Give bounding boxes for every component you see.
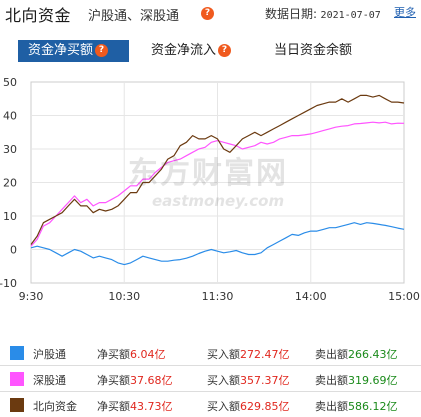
buy-label: 买入额 — [207, 348, 240, 361]
legend-net: 净买额6.04亿 — [97, 346, 166, 362]
tab-daily-balance[interactable]: 当日资金余额 — [274, 40, 352, 62]
chart-series — [30, 94, 405, 266]
sell-value: 266.43亿 — [348, 348, 398, 361]
legend-swatch — [10, 372, 24, 386]
y-tick-label: 50 — [3, 76, 17, 89]
page-subtitle: 沪股通、深股通 — [88, 9, 180, 24]
series-line-0 — [30, 222, 405, 266]
legend-row-north: 北向资金 净买额43.73亿 买入额629.85亿 卖出额586.12亿 — [0, 392, 421, 417]
y-tick-label: 0 — [10, 244, 17, 257]
x-tick-label: 9:30 — [19, 290, 44, 303]
buy-value: 272.47亿 — [240, 348, 290, 361]
net-label: 净买额 — [97, 374, 130, 387]
sell-value: 319.69亿 — [348, 374, 398, 387]
net-value: 43.73亿 — [130, 400, 173, 413]
sell-label: 卖出额 — [315, 348, 348, 361]
x-tick-label: 15:00 — [388, 290, 420, 303]
y-tick-label: 30 — [3, 143, 17, 156]
legend-net: 净买额43.73亿 — [97, 398, 173, 414]
sell-label: 卖出额 — [315, 374, 348, 387]
x-tick-label: 14:00 — [295, 290, 327, 303]
date-label: 数据日期: — [265, 7, 318, 21]
data-date: 数据日期: 2021-07-07 — [265, 5, 381, 22]
help-icon[interactable]: ? — [201, 7, 214, 20]
legend-sell: 卖出额586.12亿 — [315, 398, 398, 414]
header: 北向资金 沪股通、深股通 ? 数据日期: 2021-07-07 更多 — [0, 0, 421, 26]
legend-buy: 买入额272.47亿 — [207, 346, 290, 362]
north-flow-chart: 50 40 30 20 10 0 -10 9:30 10:30 11:30 14:00 15:00 — [0, 76, 420, 303]
sell-label: 卖出额 — [315, 400, 348, 413]
legend-net: 净买额37.68亿 — [97, 372, 173, 388]
legend-name: 深股通 — [33, 374, 66, 387]
legend-sell: 卖出额266.43亿 — [315, 346, 398, 362]
x-axis-ticks: 9:30 10:30 11:30 14:00 15:00 — [19, 290, 420, 303]
x-tick-label: 11:30 — [202, 290, 234, 303]
net-value: 37.68亿 — [130, 374, 173, 387]
net-value: 6.04亿 — [130, 348, 166, 361]
buy-value: 629.85亿 — [240, 400, 290, 413]
series-line-1 — [30, 121, 405, 247]
tab-net-inflow-label: 资金净流入 — [151, 43, 217, 58]
tab-daily-balance-label: 当日资金余额 — [274, 43, 353, 58]
y-tick-label: 20 — [3, 177, 17, 190]
help-icon[interactable]: ? — [218, 44, 232, 57]
legend-name: 沪股通 — [33, 348, 66, 361]
y-tick-label: -10 — [0, 277, 17, 290]
y-tick-label: 10 — [3, 210, 17, 223]
tab-net-buy-label: 资金净买额 — [28, 43, 94, 58]
series-line-2 — [30, 94, 405, 245]
tab-net-inflow[interactable]: 资金净流入? — [151, 40, 232, 62]
net-label: 净买额 — [97, 348, 130, 361]
legend-buy: 买入额629.85亿 — [207, 398, 290, 414]
help-icon[interactable]: ? — [95, 44, 109, 57]
legend-name: 北向资金 — [33, 400, 77, 413]
buy-value: 357.37亿 — [240, 374, 290, 387]
legend-row-sz: 深股通 净买额37.68亿 买入额357.37亿 卖出额319.69亿 — [0, 366, 421, 392]
net-label: 净买额 — [97, 400, 130, 413]
legend-swatch — [10, 346, 24, 360]
chart-grid — [30, 81, 405, 284]
date-value: 2021-07-07 — [320, 10, 381, 21]
legend-buy: 买入额357.37亿 — [207, 372, 290, 388]
y-axis-ticks: 50 40 30 20 10 0 -10 — [0, 76, 17, 290]
buy-label: 买入额 — [207, 400, 240, 413]
legend-swatch — [10, 398, 24, 412]
legend-row-sh: 沪股通 净买额6.04亿 买入额272.47亿 卖出额266.43亿 — [0, 340, 421, 366]
legend-sell: 卖出额319.69亿 — [315, 372, 398, 388]
page-title: 北向资金 — [5, 6, 72, 25]
more-link[interactable]: 更多 — [394, 6, 416, 19]
tab-net-buy[interactable]: 资金净买额? — [18, 40, 129, 62]
y-tick-label: 40 — [3, 110, 17, 123]
sell-value: 586.12亿 — [348, 400, 398, 413]
buy-label: 买入额 — [207, 374, 240, 387]
x-tick-label: 10:30 — [108, 290, 140, 303]
